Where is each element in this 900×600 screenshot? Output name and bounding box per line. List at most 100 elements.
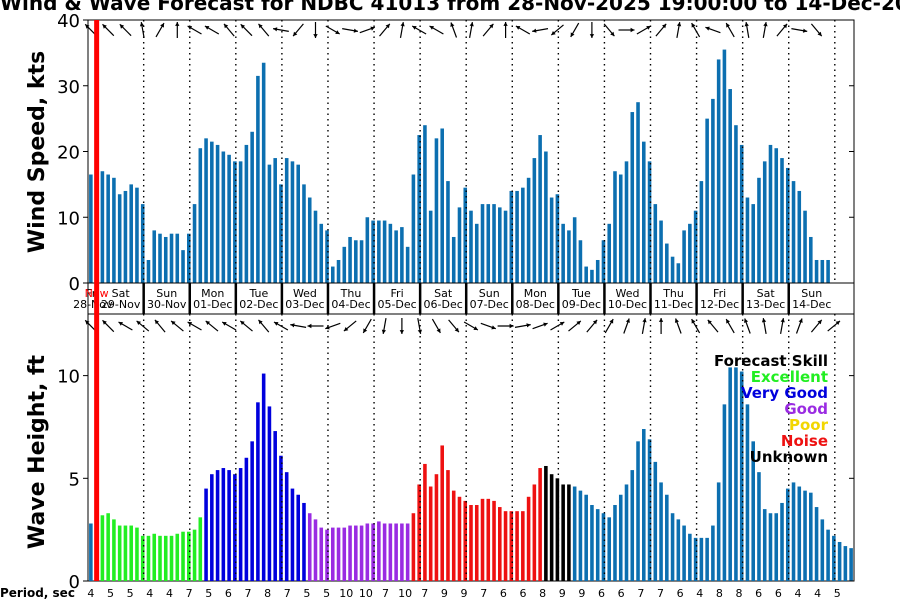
day-labels: Fri28-NovSat29-NovSun30-NovMon01-DecTue0… xyxy=(73,283,831,314)
wind-bar xyxy=(544,151,548,283)
wind-dir-arrow xyxy=(589,22,595,38)
wind-bar xyxy=(284,158,289,283)
wave-dir-arrow xyxy=(586,319,598,333)
wind-bar xyxy=(112,177,116,283)
legend-item: Excellent xyxy=(751,368,828,386)
wave-dir-arrow xyxy=(761,317,767,335)
wind-dir-arrow-head xyxy=(224,23,229,29)
wind-dir-arrow-head xyxy=(705,26,710,31)
wave-bars xyxy=(89,367,853,581)
period-value: 4 xyxy=(146,587,153,600)
wind-bar xyxy=(509,190,514,283)
wave-dir-arrow xyxy=(187,321,202,331)
day-date-label: 04-Dec xyxy=(331,298,370,311)
wind-bar xyxy=(515,190,519,283)
wave-dir-arrow xyxy=(273,321,289,331)
wave-bar xyxy=(734,367,738,581)
period-value: 9 xyxy=(559,587,566,600)
wave-dir-arrow-head xyxy=(625,318,630,323)
y-tick-label: 20 xyxy=(57,143,80,164)
wind-bar xyxy=(647,161,652,283)
wind-dir-arrow-head xyxy=(570,32,575,37)
wind-bar xyxy=(451,236,456,283)
period-value: 7 xyxy=(186,587,193,600)
wave-dir-arrow-head xyxy=(118,322,123,326)
wind-bar xyxy=(313,210,318,283)
wave-bar xyxy=(394,523,398,581)
wave-dir-arrow-head xyxy=(576,320,581,325)
wave-bar xyxy=(555,478,560,581)
wind-dir-arrow-head xyxy=(187,26,193,30)
wind-panel: 0 10 20 30 40 Wind Speed, kts xyxy=(25,11,855,295)
day-name-label: Tue xyxy=(248,287,268,300)
wind-dir-arrow-head xyxy=(551,31,556,36)
wave-bar xyxy=(261,373,266,581)
wave-bar xyxy=(244,457,249,581)
wave-bar xyxy=(204,488,208,581)
wind-bar xyxy=(204,138,208,283)
wind-y-axis: 0 10 20 30 40 xyxy=(57,11,854,295)
wave-dir-arrow-head xyxy=(473,326,478,330)
day-date-label: 13-Dec xyxy=(746,298,785,311)
wave-bar xyxy=(509,511,514,581)
period-value: 8 xyxy=(736,587,743,600)
wave-dir-arrow-head xyxy=(240,320,245,325)
wave-dir-arrow xyxy=(170,320,184,332)
day-date-label: 03-Dec xyxy=(285,298,324,311)
wave-dir-arrow xyxy=(514,323,531,328)
wave-bar xyxy=(440,445,444,581)
period-value: 6 xyxy=(225,587,232,600)
wind-bar xyxy=(377,220,381,283)
y-tick-label: 10 xyxy=(57,367,80,388)
wave-dir-arrow-head xyxy=(726,319,730,324)
wind-dir-arrow xyxy=(292,23,304,37)
wind-bar xyxy=(572,217,577,283)
wind-dir-arrow xyxy=(636,25,652,35)
wind-bar xyxy=(757,177,761,283)
y-tick-label: 30 xyxy=(57,77,80,98)
wave-dir-arrow xyxy=(381,317,387,335)
day-date-label: 06-Dec xyxy=(424,298,463,311)
wave-bar xyxy=(307,513,312,581)
wave-dir-arrow-head xyxy=(674,318,679,323)
wave-dir-arrow-head xyxy=(85,320,90,325)
wind-dir-arrow xyxy=(429,25,444,35)
wave-bar xyxy=(699,537,704,581)
wave-bar xyxy=(492,500,496,581)
wind-bar xyxy=(797,190,802,283)
period-value: 6 xyxy=(519,587,526,600)
wave-bar xyxy=(601,513,606,581)
y-tick-label: 40 xyxy=(57,11,80,32)
period-value: 5 xyxy=(834,587,841,600)
wind-bar xyxy=(774,148,779,283)
wind-dir-arrow xyxy=(102,23,115,37)
period-value: 5 xyxy=(127,587,134,600)
wind-dir-arrow xyxy=(139,21,145,39)
wind-direction-arrows xyxy=(84,21,823,39)
legend-item: Very Good xyxy=(741,384,828,402)
period-value: 6 xyxy=(500,587,507,600)
wind-bar xyxy=(826,259,830,283)
wind-bar xyxy=(809,236,813,283)
wind-bar xyxy=(423,125,427,283)
wind-bar xyxy=(670,256,675,283)
wind-bar xyxy=(106,174,110,283)
wave-bar xyxy=(572,486,577,581)
wind-bar xyxy=(682,230,686,283)
day-name-label: Sun xyxy=(801,287,822,300)
wave-bar xyxy=(169,535,174,581)
wave-y-axis: 0 5 10 xyxy=(57,367,854,593)
wind-dir-arrow xyxy=(532,28,549,33)
wind-dir-arrow xyxy=(603,23,615,37)
wave-dir-arrow-head xyxy=(205,320,211,325)
wind-bar xyxy=(394,230,398,283)
wind-dir-arrow-head xyxy=(469,22,474,27)
wind-bar xyxy=(630,112,635,283)
wave-bar xyxy=(665,494,669,581)
wind-bar xyxy=(463,187,468,283)
wave-dir-arrow xyxy=(827,320,841,332)
wave-bar xyxy=(457,496,462,581)
wave-bar xyxy=(250,441,254,581)
wave-bar xyxy=(711,525,715,581)
